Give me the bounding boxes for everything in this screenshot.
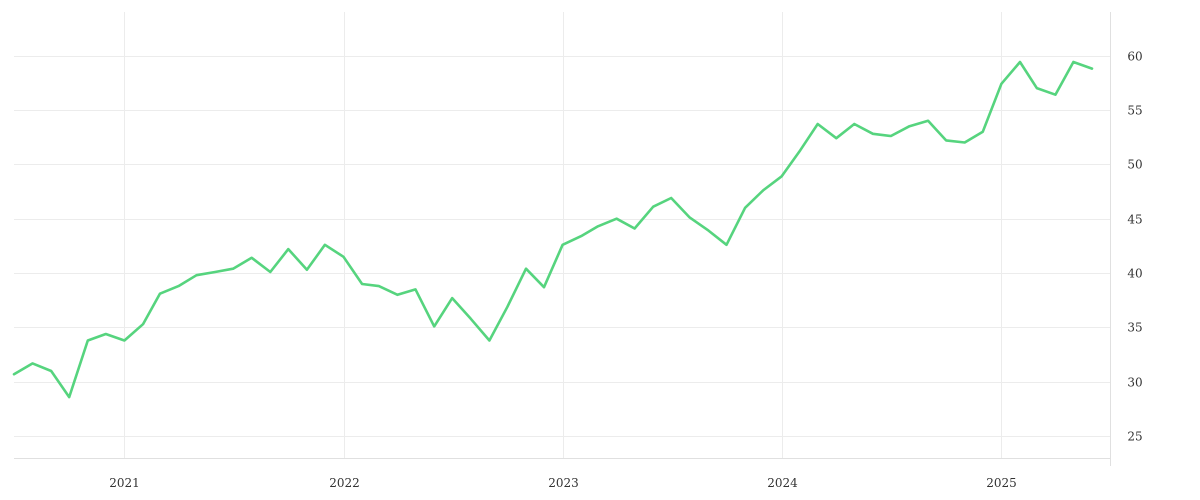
y-tick-label-50: 50 bbox=[1127, 158, 1142, 172]
x-tick-label-2021: 2021 bbox=[109, 476, 140, 490]
y-tick-label-45: 45 bbox=[1127, 213, 1142, 227]
x-axis-tick-labels: 2021 2022 2023 2024 2025 bbox=[109, 476, 1017, 490]
x-tick-label-2022: 2022 bbox=[329, 476, 360, 490]
x-tick-label-2023: 2023 bbox=[548, 476, 579, 490]
series-layer bbox=[12, 60, 1094, 399]
vertical-gridlines bbox=[124, 12, 1002, 458]
y-axis-tick-labels: 25 30 35 40 45 50 55 60 bbox=[1127, 50, 1142, 444]
y-tick-label-25: 25 bbox=[1127, 430, 1142, 444]
series-line-0 bbox=[12, 60, 1094, 399]
x-tick-label-2025: 2025 bbox=[986, 476, 1017, 490]
horizontal-gridlines bbox=[14, 56, 1110, 437]
y-tick-label-55: 55 bbox=[1127, 104, 1142, 118]
y-tick-label-40: 40 bbox=[1127, 267, 1142, 281]
x-tick-label-2024: 2024 bbox=[767, 476, 798, 490]
y-tick-label-30: 30 bbox=[1127, 376, 1142, 390]
y-tick-label-60: 60 bbox=[1127, 50, 1142, 64]
y-tick-label-35: 35 bbox=[1127, 321, 1142, 335]
